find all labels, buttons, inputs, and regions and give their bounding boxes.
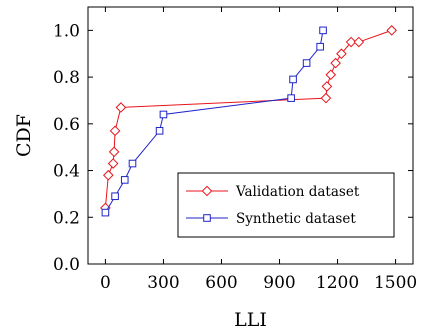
legend-entry: Synthetic dataset xyxy=(186,211,356,227)
series-1 xyxy=(100,25,398,214)
legend-label: Synthetic dataset xyxy=(236,211,356,227)
legend-box xyxy=(177,172,395,238)
x-tick-label: 600 xyxy=(205,273,237,293)
data-point xyxy=(316,42,324,51)
data-point xyxy=(108,146,120,158)
x-tick-label: 0 xyxy=(100,273,111,293)
legend-label: Validation dataset xyxy=(235,184,360,200)
x-tick-label: 1500 xyxy=(374,273,417,293)
data-point xyxy=(353,36,365,48)
x-tick-label: 300 xyxy=(147,273,179,293)
data-point xyxy=(103,169,114,181)
y-tick-label: 0.6 xyxy=(53,115,80,135)
y-tick-label: 0.4 xyxy=(53,162,80,182)
data-point xyxy=(101,208,110,217)
data-point xyxy=(320,92,332,104)
data-point xyxy=(115,102,127,113)
legend: Validation dataset Synthetic dataset xyxy=(177,172,395,238)
data-point xyxy=(109,125,121,137)
data-point xyxy=(321,81,333,92)
y-tick-label: 1.0 xyxy=(53,21,80,41)
plot-frame xyxy=(87,6,414,265)
legend-marker xyxy=(201,185,213,197)
legend-marker xyxy=(203,214,211,222)
data-point xyxy=(336,48,347,60)
y-tick-label: 0.8 xyxy=(53,68,80,88)
data-point xyxy=(128,159,137,168)
data-point xyxy=(120,176,129,184)
data-point xyxy=(159,110,168,119)
y-tick-label: 0.0 xyxy=(53,255,80,275)
series-layer xyxy=(100,25,398,217)
data-point xyxy=(107,158,119,169)
data-point xyxy=(330,57,341,69)
data-point xyxy=(111,192,119,201)
y-axis-label: CDF xyxy=(13,114,35,157)
tick-labels: 0 300 600 900 1200 1500 0.0 0.2 0.4 0.6 0.8 1.0 xyxy=(53,21,417,293)
data-point xyxy=(289,75,297,84)
y-tick-label: 0.2 xyxy=(53,208,80,228)
data-point xyxy=(345,36,357,48)
x-tick-label: 1200 xyxy=(316,273,359,293)
data-point xyxy=(386,25,398,36)
legend-entry: Validation dataset xyxy=(186,184,360,200)
data-point xyxy=(155,127,164,135)
x-axis-label: LLI xyxy=(234,309,267,331)
data-point xyxy=(287,94,295,102)
data-point xyxy=(302,59,311,67)
series-2 xyxy=(101,26,327,217)
data-point xyxy=(325,69,337,81)
x-tick-label: 900 xyxy=(263,273,295,293)
data-point xyxy=(319,26,327,35)
